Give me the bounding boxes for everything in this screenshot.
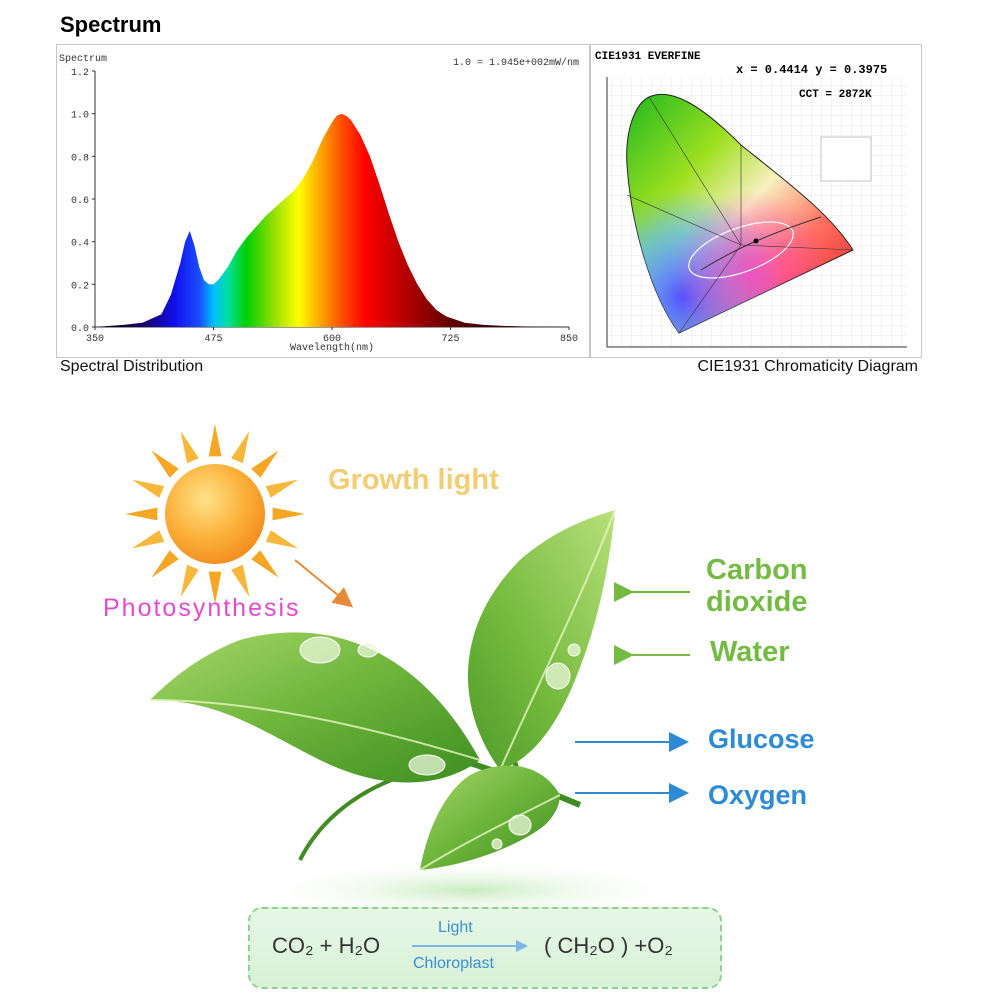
- x-tick-label: 850: [560, 334, 578, 345]
- cie-caption: CIE1931 Chromaticity Diagram: [697, 358, 918, 375]
- x-tick-label: 350: [86, 334, 104, 345]
- carbon-dioxide-label: Carbon dioxide: [706, 554, 808, 618]
- equation-products: ( CH₂O ) +O₂: [544, 933, 673, 958]
- cie-chromaticity-diagram: CIE1931 EVERFINE x = 0.4414 y = 0.3975 C…: [595, 51, 907, 348]
- spectrum-area: [95, 113, 569, 327]
- cie-header: CIE1931 EVERFINE: [595, 51, 701, 63]
- cie-chart-panel: CIE1931 EVERFINE x = 0.4414 y = 0.3975 C…: [590, 44, 922, 358]
- leaf-small-lower: [420, 765, 560, 870]
- cie-cct: CCT = 2872K: [799, 89, 872, 101]
- y-tick-label: 0.4: [71, 239, 89, 250]
- x-tick-label: 600: [323, 334, 341, 345]
- spectrum-header: Spectrum: [59, 54, 107, 65]
- equation-condition-light: Light: [438, 919, 473, 936]
- planckian-locus-region: [688, 221, 794, 279]
- spectrum-caption: Spectral Distribution: [60, 358, 204, 375]
- plant-shadow: [250, 860, 690, 920]
- water-droplets: [299, 636, 581, 850]
- page-title: Spectrum: [60, 12, 162, 37]
- glucose-label: Glucose: [708, 724, 815, 754]
- spectrum-x-axis-label: Wavelength(nm): [290, 342, 374, 354]
- photosynthesis-illustration: [125, 424, 690, 920]
- y-tick-label: 0.2: [71, 281, 89, 292]
- x-tick-label: 725: [441, 334, 459, 345]
- water-label: Water: [710, 636, 790, 668]
- sun-icon: [125, 424, 305, 604]
- y-tick-label: 0.8: [71, 153, 89, 164]
- oxygen-label: Oxygen: [708, 780, 808, 810]
- y-tick-label: 1.2: [71, 68, 89, 79]
- leaf-large-left: [150, 632, 480, 783]
- carbon-label-line2: dioxide: [706, 586, 808, 618]
- spectrum-scale-note: 1.0 = 1.945e+002mW/nm: [453, 57, 579, 69]
- x-tick-label: 475: [204, 334, 222, 345]
- y-tick-label: 0.0: [71, 324, 89, 335]
- y-tick-label: 0.6: [71, 196, 89, 207]
- photosynthesis-equation: CO₂ + H₂O Light Chloroplast ( CH₂O ) +O₂: [248, 907, 722, 989]
- equation-condition-chloroplast: Chloroplast: [413, 955, 494, 972]
- leaf-upper-right: [467, 510, 615, 770]
- growth-light-label: Growth light: [328, 464, 499, 496]
- y-tick-label: 1.0: [71, 111, 89, 122]
- measured-point-marker: [753, 238, 759, 244]
- photosynthesis-label: Photosynthesis: [103, 594, 301, 622]
- planckian-locus: [700, 216, 822, 271]
- sunlight-arrow: [294, 559, 354, 608]
- spectrum-chart-panel: 0.0 0.2 0.4 0.6 0.8 1.0 1.2 350 475 600 725 850 Spe…: [56, 44, 590, 358]
- carbon-label-line1: Carbon: [706, 554, 808, 586]
- equation-arrow: [412, 940, 528, 952]
- equation-reactants: CO₂ + H₂O: [272, 933, 381, 958]
- cie-legend-box: [820, 136, 872, 182]
- cie-coords: x = 0.4414 y = 0.3975: [736, 63, 887, 77]
- spectrum-chart: 0.0 0.2 0.4 0.6 0.8 1.0 1.2 350 475 600 725 850 Spe…: [59, 54, 579, 354]
